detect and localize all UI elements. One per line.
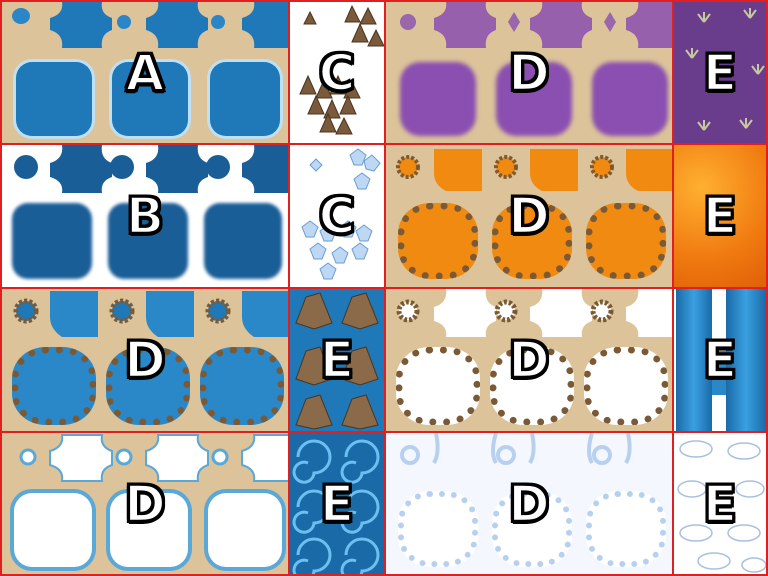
- rock-spikes-icon: [299, 4, 384, 135]
- clouds-icon: [677, 440, 766, 573]
- hole: [396, 347, 480, 425]
- poison-pool: [592, 62, 668, 136]
- lava-pool: [492, 203, 572, 279]
- tile-label: E: [319, 330, 356, 391]
- water-rock-corner-shapes: [13, 291, 288, 337]
- tile-ice-floe[interactable]: D: [0, 431, 290, 576]
- tile-label: D: [123, 473, 167, 534]
- tile-label: D: [507, 330, 551, 391]
- cloud-corner-shapes: [400, 433, 632, 465]
- tile-label: D: [123, 330, 167, 391]
- waterfall-stream: [676, 289, 712, 431]
- lava-pool: [586, 203, 666, 279]
- water-pool: [210, 62, 280, 136]
- cloud-ring: [492, 491, 572, 567]
- deep-water-pool: [204, 203, 282, 279]
- tile-ice-crystals[interactable]: C: [288, 143, 386, 289]
- ice-crystals-icon: [301, 148, 381, 280]
- tile-label: E: [702, 473, 739, 534]
- tile-label: A: [124, 42, 165, 103]
- tile-label: E: [702, 186, 739, 247]
- waterfall-stream: [712, 351, 726, 395]
- tile-label: D: [507, 186, 551, 247]
- cloud-ring: [586, 491, 666, 567]
- ice-sheet: [110, 493, 188, 567]
- tile-lava-pool[interactable]: D: [384, 143, 674, 289]
- tile-poison-swamp[interactable]: D: [384, 0, 674, 145]
- tile-label: D: [507, 473, 551, 534]
- lava-corner-shapes: [396, 149, 672, 191]
- water-pond: [200, 347, 284, 425]
- waterfall-stream: [726, 289, 766, 431]
- tile-deep-water-shadow[interactable]: B: [0, 143, 290, 289]
- hole: [584, 347, 668, 425]
- tile-water-autotile[interactable]: A: [0, 0, 290, 145]
- poison-pool: [496, 62, 572, 136]
- tile-lava[interactable]: E: [672, 143, 768, 289]
- tile-label: C: [317, 42, 356, 103]
- water-pond: [106, 347, 190, 425]
- water-corner-shapes: [50, 2, 288, 48]
- tile-label: B: [125, 186, 166, 247]
- ice-corner-shapes: [19, 434, 288, 482]
- poison-pool: [400, 62, 476, 136]
- tile-purple-weeds[interactable]: E: [672, 0, 768, 145]
- tile-label: E: [702, 330, 739, 391]
- tile-label: C: [317, 186, 356, 247]
- weeds-icon: [685, 8, 765, 131]
- ice-sheet: [208, 493, 282, 567]
- whirlpool-icon: [292, 439, 380, 574]
- tile-hole-rock-rim[interactable]: D: [384, 287, 674, 433]
- tile-cloud-hole[interactable]: D: [384, 431, 674, 576]
- deep-water-pool: [12, 203, 92, 279]
- tile-whirlpool[interactable]: E: [288, 431, 386, 576]
- tile-label: E: [702, 42, 739, 103]
- water-pool: [16, 62, 92, 136]
- tile-rock-spikes[interactable]: C: [288, 0, 386, 145]
- ice-sheet: [14, 493, 92, 567]
- rock-piles-icon: [295, 292, 379, 430]
- tile-rocks-in-water[interactable]: E: [288, 287, 386, 433]
- deep-water-corner-shapes: [14, 145, 288, 193]
- poison-corner-shapes: [400, 2, 672, 48]
- tile-label: E: [319, 473, 356, 534]
- tile-waterfall[interactable]: E: [672, 287, 768, 433]
- water-pond: [12, 347, 96, 425]
- tile-clouds[interactable]: E: [672, 431, 768, 576]
- water-pool: [112, 62, 188, 136]
- tile-water-rock-pond[interactable]: D: [0, 287, 290, 433]
- hole-corner-shapes: [396, 289, 672, 337]
- hole: [490, 347, 574, 425]
- lava-pool: [398, 203, 478, 279]
- deep-water-pool: [108, 203, 188, 279]
- tile-label: D: [507, 42, 551, 103]
- cloud-ring: [398, 491, 478, 567]
